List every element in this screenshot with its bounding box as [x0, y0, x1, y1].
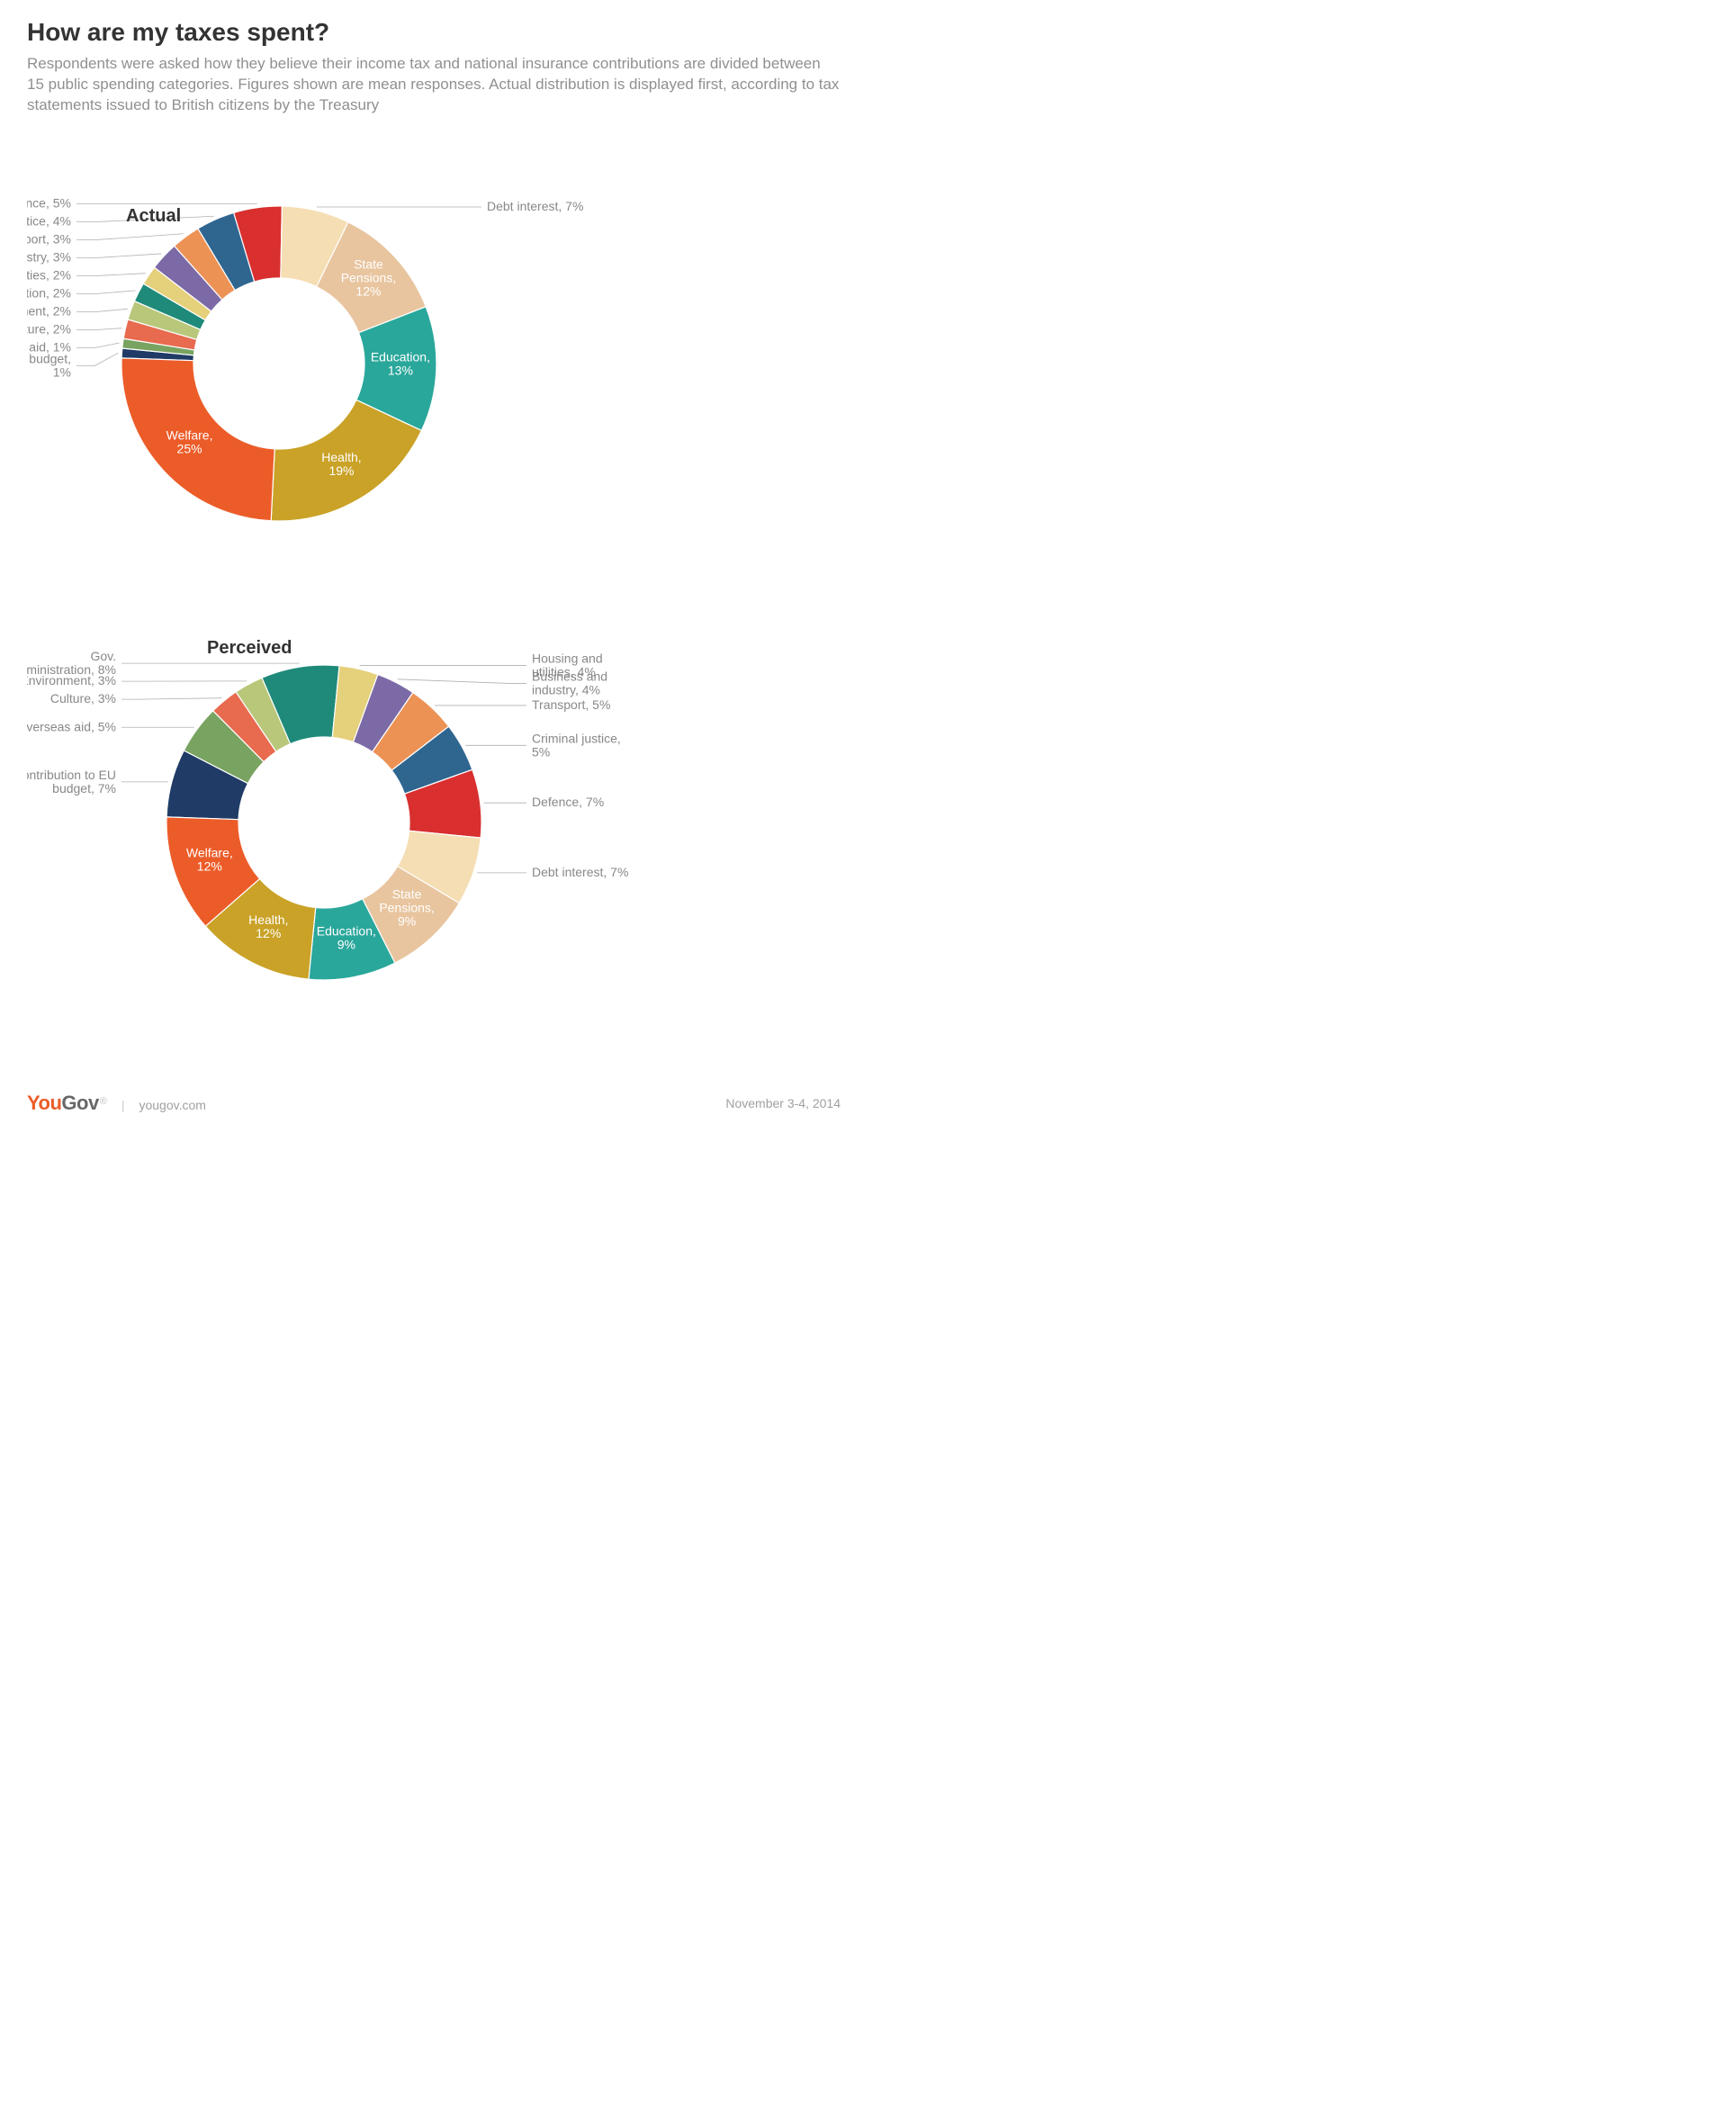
- leader-line: [76, 234, 184, 240]
- chart-title-perceived: Perceived: [207, 638, 292, 659]
- slice-label-outside: Defence, 5%: [27, 195, 71, 210]
- page-subtitle: Respondents were asked how they believe …: [27, 54, 841, 116]
- slice-label-outside: Criminal justice, 4%: [27, 213, 71, 228]
- chart-title-actual: Actual: [126, 206, 181, 227]
- slice-label-outside: Transport, 5%: [532, 697, 610, 712]
- leader-line: [76, 343, 119, 348]
- slice-label-outside: Transport, 3%: [27, 231, 71, 246]
- slice-label-outside: Environment, 2%: [27, 303, 71, 318]
- slice-label-outside: Contribution to EUbudget, 7%: [27, 768, 116, 795]
- leader-line: [76, 353, 118, 365]
- slice-label-outside: Gov.administration, 8%: [27, 649, 116, 677]
- brand-logo: YouGov® | yougov.com: [27, 1092, 206, 1115]
- footer-date: November 3-4, 2014: [725, 1096, 841, 1110]
- footer: YouGov® | yougov.com November 3-4, 2014: [27, 1079, 841, 1115]
- slice-label-outside: Culture, 3%: [50, 691, 116, 705]
- donut-chart-perceived: StatePensions,9%Education,9%Health,12%We…: [27, 602, 841, 1043]
- leader-line: [398, 679, 526, 684]
- slice-label-outside: Defence, 7%: [532, 795, 604, 809]
- logo-tm: ®: [100, 1096, 107, 1107]
- leader-line: [76, 291, 135, 294]
- slice-label-outside: Gov. administration, 2%: [27, 285, 71, 300]
- slice-label-outside: Business and industry, 3%: [27, 249, 71, 264]
- slice-label-outside: Culture, 2%: [27, 321, 71, 336]
- logo-gov: Gov: [61, 1092, 98, 1114]
- leader-line: [76, 328, 121, 329]
- footer-divider: |: [121, 1098, 125, 1112]
- slice-label-outside: Criminal justice,5%: [532, 731, 621, 759]
- slice-label-outside: Debt interest, 7%: [532, 865, 628, 879]
- leader-line: [76, 274, 146, 276]
- slice-label-outside: Overseas aid, 5%: [27, 719, 116, 733]
- leader-line: [76, 254, 161, 258]
- slice-label-outside: Debt interest, 7%: [487, 199, 583, 213]
- slice-label-outside: Housing and utilities, 2%: [27, 267, 71, 282]
- slice-label-outside: Overseas aid, 1%: [27, 339, 71, 354]
- footer-url: yougov.com: [139, 1098, 205, 1112]
- leader-line: [76, 309, 128, 311]
- page-title: How are my taxes spent?: [27, 18, 841, 47]
- logo-you: You: [27, 1092, 61, 1114]
- donut-chart-actual: StatePensions,12%Education,13%Health,19%…: [27, 143, 841, 584]
- slice-label-outside: Contribution to EU budget,1%: [27, 351, 71, 379]
- leader-line: [121, 697, 221, 698]
- slice-label-outside: Business andindustry, 4%: [532, 669, 607, 697]
